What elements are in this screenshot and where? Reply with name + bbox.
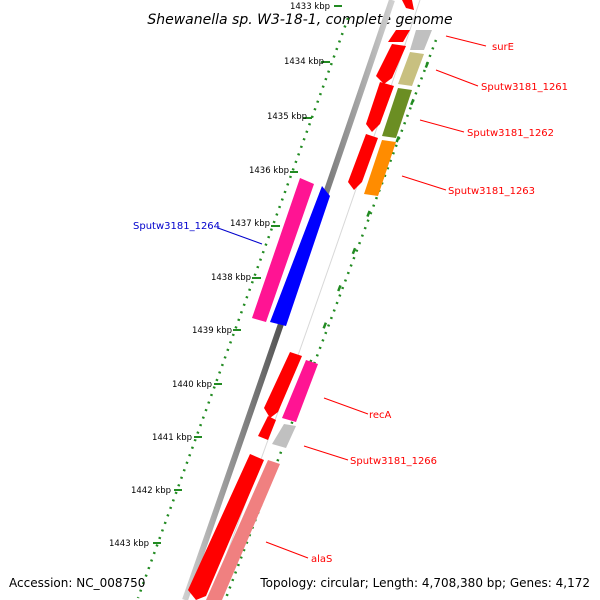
tick-label-1433: 1433 kbp (290, 2, 330, 12)
tick-label-1443: 1443 kbp (109, 539, 149, 549)
gene-label-alaS[interactable]: alaS (311, 554, 332, 565)
gene-features (188, 0, 432, 600)
gene-label-sputw3181-1266[interactable]: Sputw3181_1266 (350, 456, 437, 467)
tick-label-1437: 1437 kbp (230, 219, 270, 229)
gene-label-sputw3181-1261[interactable]: Sputw3181_1261 (481, 82, 568, 93)
tick-label-1436: 1436 kbp (249, 166, 289, 176)
tick-label-1434: 1434 kbp (284, 57, 324, 67)
gene-feature-1263-red[interactable] (348, 134, 378, 190)
gene-feature-1266-gray[interactable] (272, 424, 296, 448)
gene-feature-recA-red[interactable] (264, 352, 302, 418)
gene-label-sputw3181-1263[interactable]: Sputw3181_1263 (448, 186, 535, 197)
gene-feature-surE-gray[interactable] (410, 30, 432, 50)
tick-label-1442: 1442 kbp (131, 486, 171, 496)
tick-label-1435: 1435 kbp (267, 112, 307, 122)
gene-feature-1263-orange[interactable] (364, 140, 396, 196)
tick-label-1441: 1441 kbp (152, 433, 192, 443)
map-title: Shewanella sp. W3-18-1, complete genome (147, 12, 452, 28)
accession-text: Accession: NC_008750 (9, 576, 145, 590)
gene-label-sputw3181-1264[interactable]: Sputw3181_1264 (133, 221, 220, 232)
gene-feature-surE-red[interactable] (388, 30, 410, 42)
gene-feature-recA-magenta[interactable] (282, 360, 318, 422)
gene-feature-1264-magenta[interactable] (252, 178, 314, 322)
tick-label-1440: 1440 kbp (172, 380, 212, 390)
gene-feature-1264-blue[interactable] (270, 186, 330, 326)
gene-label-surE[interactable]: surE (492, 42, 514, 53)
tick-marks: 1433 kbp 1434 kbp 1435 kbp 1436 kbp 1437… (109, 2, 342, 549)
topology-text: Topology: circular; Length: 4,708,380 bp… (259, 576, 590, 590)
gene-feature-1261-khaki[interactable] (398, 52, 424, 86)
gene-feature-alaS-red[interactable] (188, 454, 264, 600)
gene-feature-1262-olive[interactable] (382, 88, 412, 138)
genome-backbone-inner-edge (209, 0, 421, 600)
gene-feature-red-top[interactable] (402, 0, 414, 10)
gene-label-sputw3181-1262[interactable]: Sputw3181_1262 (467, 128, 554, 139)
label-leaders (217, 35, 487, 559)
gene-label-recA[interactable]: recA (369, 410, 392, 421)
gene-feature-1261-red[interactable] (376, 44, 406, 84)
tick-track (136, 17, 350, 599)
gene-feature-1266-red[interactable] (258, 416, 276, 440)
tick-label-1439: 1439 kbp (192, 326, 232, 336)
gene-feature-alaS-salmon[interactable] (206, 460, 280, 600)
tick-label-1438: 1438 kbp (211, 273, 251, 283)
gene-feature-1262-red[interactable] (366, 82, 394, 132)
